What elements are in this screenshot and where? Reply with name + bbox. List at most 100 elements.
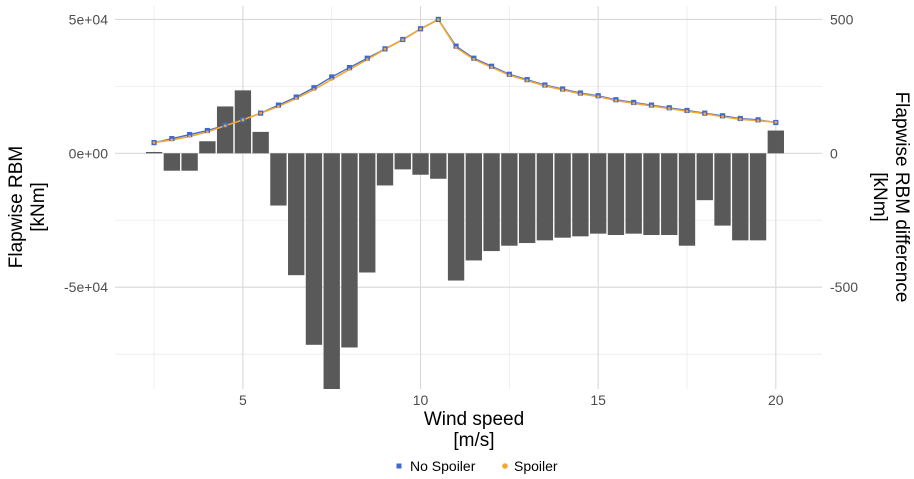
y-left-title-line1: Flapwise RBM — [6, 146, 27, 268]
bar-27 — [625, 153, 642, 234]
point-spoiler-32 — [721, 115, 724, 119]
point-spoiler-10 — [330, 77, 334, 81]
bar-29 — [661, 153, 678, 235]
point-spoiler-11 — [348, 68, 351, 71]
x-title-line1: Wind speed — [424, 409, 524, 430]
point-spoiler-0 — [152, 141, 156, 144]
point-no-spoiler-10 — [329, 74, 335, 80]
point-spoiler-13 — [383, 47, 387, 51]
bar-13 — [376, 153, 394, 186]
legend-no-spoiler-swatch — [396, 463, 402, 469]
point-spoiler-19 — [490, 65, 493, 69]
point-spoiler-25 — [596, 95, 600, 98]
bar-28 — [643, 153, 660, 235]
bar-15 — [412, 153, 429, 175]
bar-4 — [216, 106, 234, 154]
point-spoiler-35 — [774, 120, 778, 124]
y-right-title-line1: Flapwise RBM difference — [891, 92, 912, 303]
bar-22 — [536, 153, 554, 241]
x-title-line2: [m/s] — [453, 430, 494, 451]
bar-30 — [678, 153, 696, 246]
point-spoiler-26 — [614, 99, 618, 102]
point-spoiler-18 — [472, 57, 476, 61]
bar-34 — [749, 153, 767, 241]
y-right-tick-label-0: -500 — [830, 279, 858, 295]
point-spoiler-28 — [650, 104, 653, 108]
bar-23 — [554, 153, 571, 238]
bar-25 — [590, 153, 607, 234]
point-spoiler-2 — [188, 135, 192, 138]
point-no-spoiler-11 — [346, 65, 353, 71]
point-spoiler-27 — [632, 101, 636, 105]
point-spoiler-4 — [223, 124, 227, 128]
y-left-title-line2: [kNm] — [28, 182, 49, 232]
bar-11 — [341, 153, 358, 348]
bar-18 — [465, 153, 483, 261]
point-spoiler-14 — [401, 38, 405, 42]
point-spoiler-33 — [738, 117, 742, 121]
bar-26 — [607, 153, 625, 235]
point-spoiler-21 — [525, 79, 529, 82]
bar-20 — [501, 153, 518, 246]
bar-35 — [767, 130, 784, 154]
legend-no-spoiler-label: No Spoiler — [410, 458, 476, 474]
point-spoiler-15 — [419, 27, 422, 31]
y-left-tick-label-0: -5e+04 — [64, 279, 108, 295]
bar-12 — [359, 153, 376, 273]
point-spoiler-30 — [685, 109, 689, 113]
point-spoiler-34 — [756, 119, 760, 123]
point-spoiler-1 — [170, 138, 174, 142]
point-spoiler-29 — [667, 107, 671, 110]
bar-31 — [696, 153, 713, 201]
y-left-tick-label-1: 0e+00 — [69, 145, 109, 161]
point-spoiler-12 — [365, 58, 369, 61]
bar-16 — [430, 153, 447, 179]
x-tick-label-1: 10 — [413, 392, 429, 408]
difference-bars — [145, 90, 784, 389]
bar-19 — [483, 153, 500, 252]
point-no-spoiler-9 — [311, 85, 317, 91]
series-points — [151, 16, 779, 146]
point-spoiler-22 — [543, 84, 547, 88]
bar-14 — [394, 153, 411, 170]
bar-6 — [252, 131, 269, 154]
legend-spoiler-swatch — [502, 463, 508, 469]
x-tick-label-0: 5 — [239, 392, 247, 408]
bar-9 — [305, 153, 323, 345]
point-spoiler-8 — [294, 97, 298, 100]
point-spoiler-16 — [436, 18, 440, 22]
bar-17 — [447, 153, 465, 281]
series-lines — [153, 18, 776, 144]
point-spoiler-3 — [205, 130, 209, 134]
bar-24 — [572, 153, 589, 237]
x-tick-label-3: 20 — [768, 392, 784, 408]
y-left-tick-label-2: 5e+04 — [69, 11, 109, 27]
y-right-tick-label-2: 500 — [830, 11, 854, 27]
y-right-title-line2: [kNm] — [869, 172, 890, 222]
bar-21 — [518, 153, 536, 244]
point-spoiler-20 — [507, 73, 511, 77]
point-spoiler-24 — [579, 92, 582, 96]
series-line-spoiler — [153, 18, 776, 144]
bar-10 — [323, 153, 340, 389]
point-spoiler-7 — [277, 105, 280, 108]
x-tick-label-2: 15 — [590, 392, 606, 408]
point-spoiler-31 — [703, 112, 707, 116]
legend-spoiler-label: Spoiler — [514, 458, 558, 474]
point-spoiler-9 — [312, 88, 316, 91]
y-right-tick-label-1: 0 — [830, 145, 838, 161]
tick-labels: 5 10 15 20 -5e+04 0e+00 5e+04 -500 0 500 — [64, 11, 858, 408]
bar-0 — [145, 151, 163, 154]
bar-2 — [181, 153, 198, 171]
bar-1 — [163, 153, 181, 171]
bar-32 — [714, 153, 731, 226]
bar-3 — [199, 141, 216, 154]
bar-33 — [732, 153, 749, 241]
point-no-spoiler-2 — [187, 131, 193, 138]
legend: No Spoiler Spoiler — [396, 458, 558, 474]
point-spoiler-5 — [241, 118, 245, 122]
bar-7 — [270, 153, 287, 206]
point-spoiler-17 — [454, 46, 458, 49]
bar-8 — [288, 153, 305, 276]
